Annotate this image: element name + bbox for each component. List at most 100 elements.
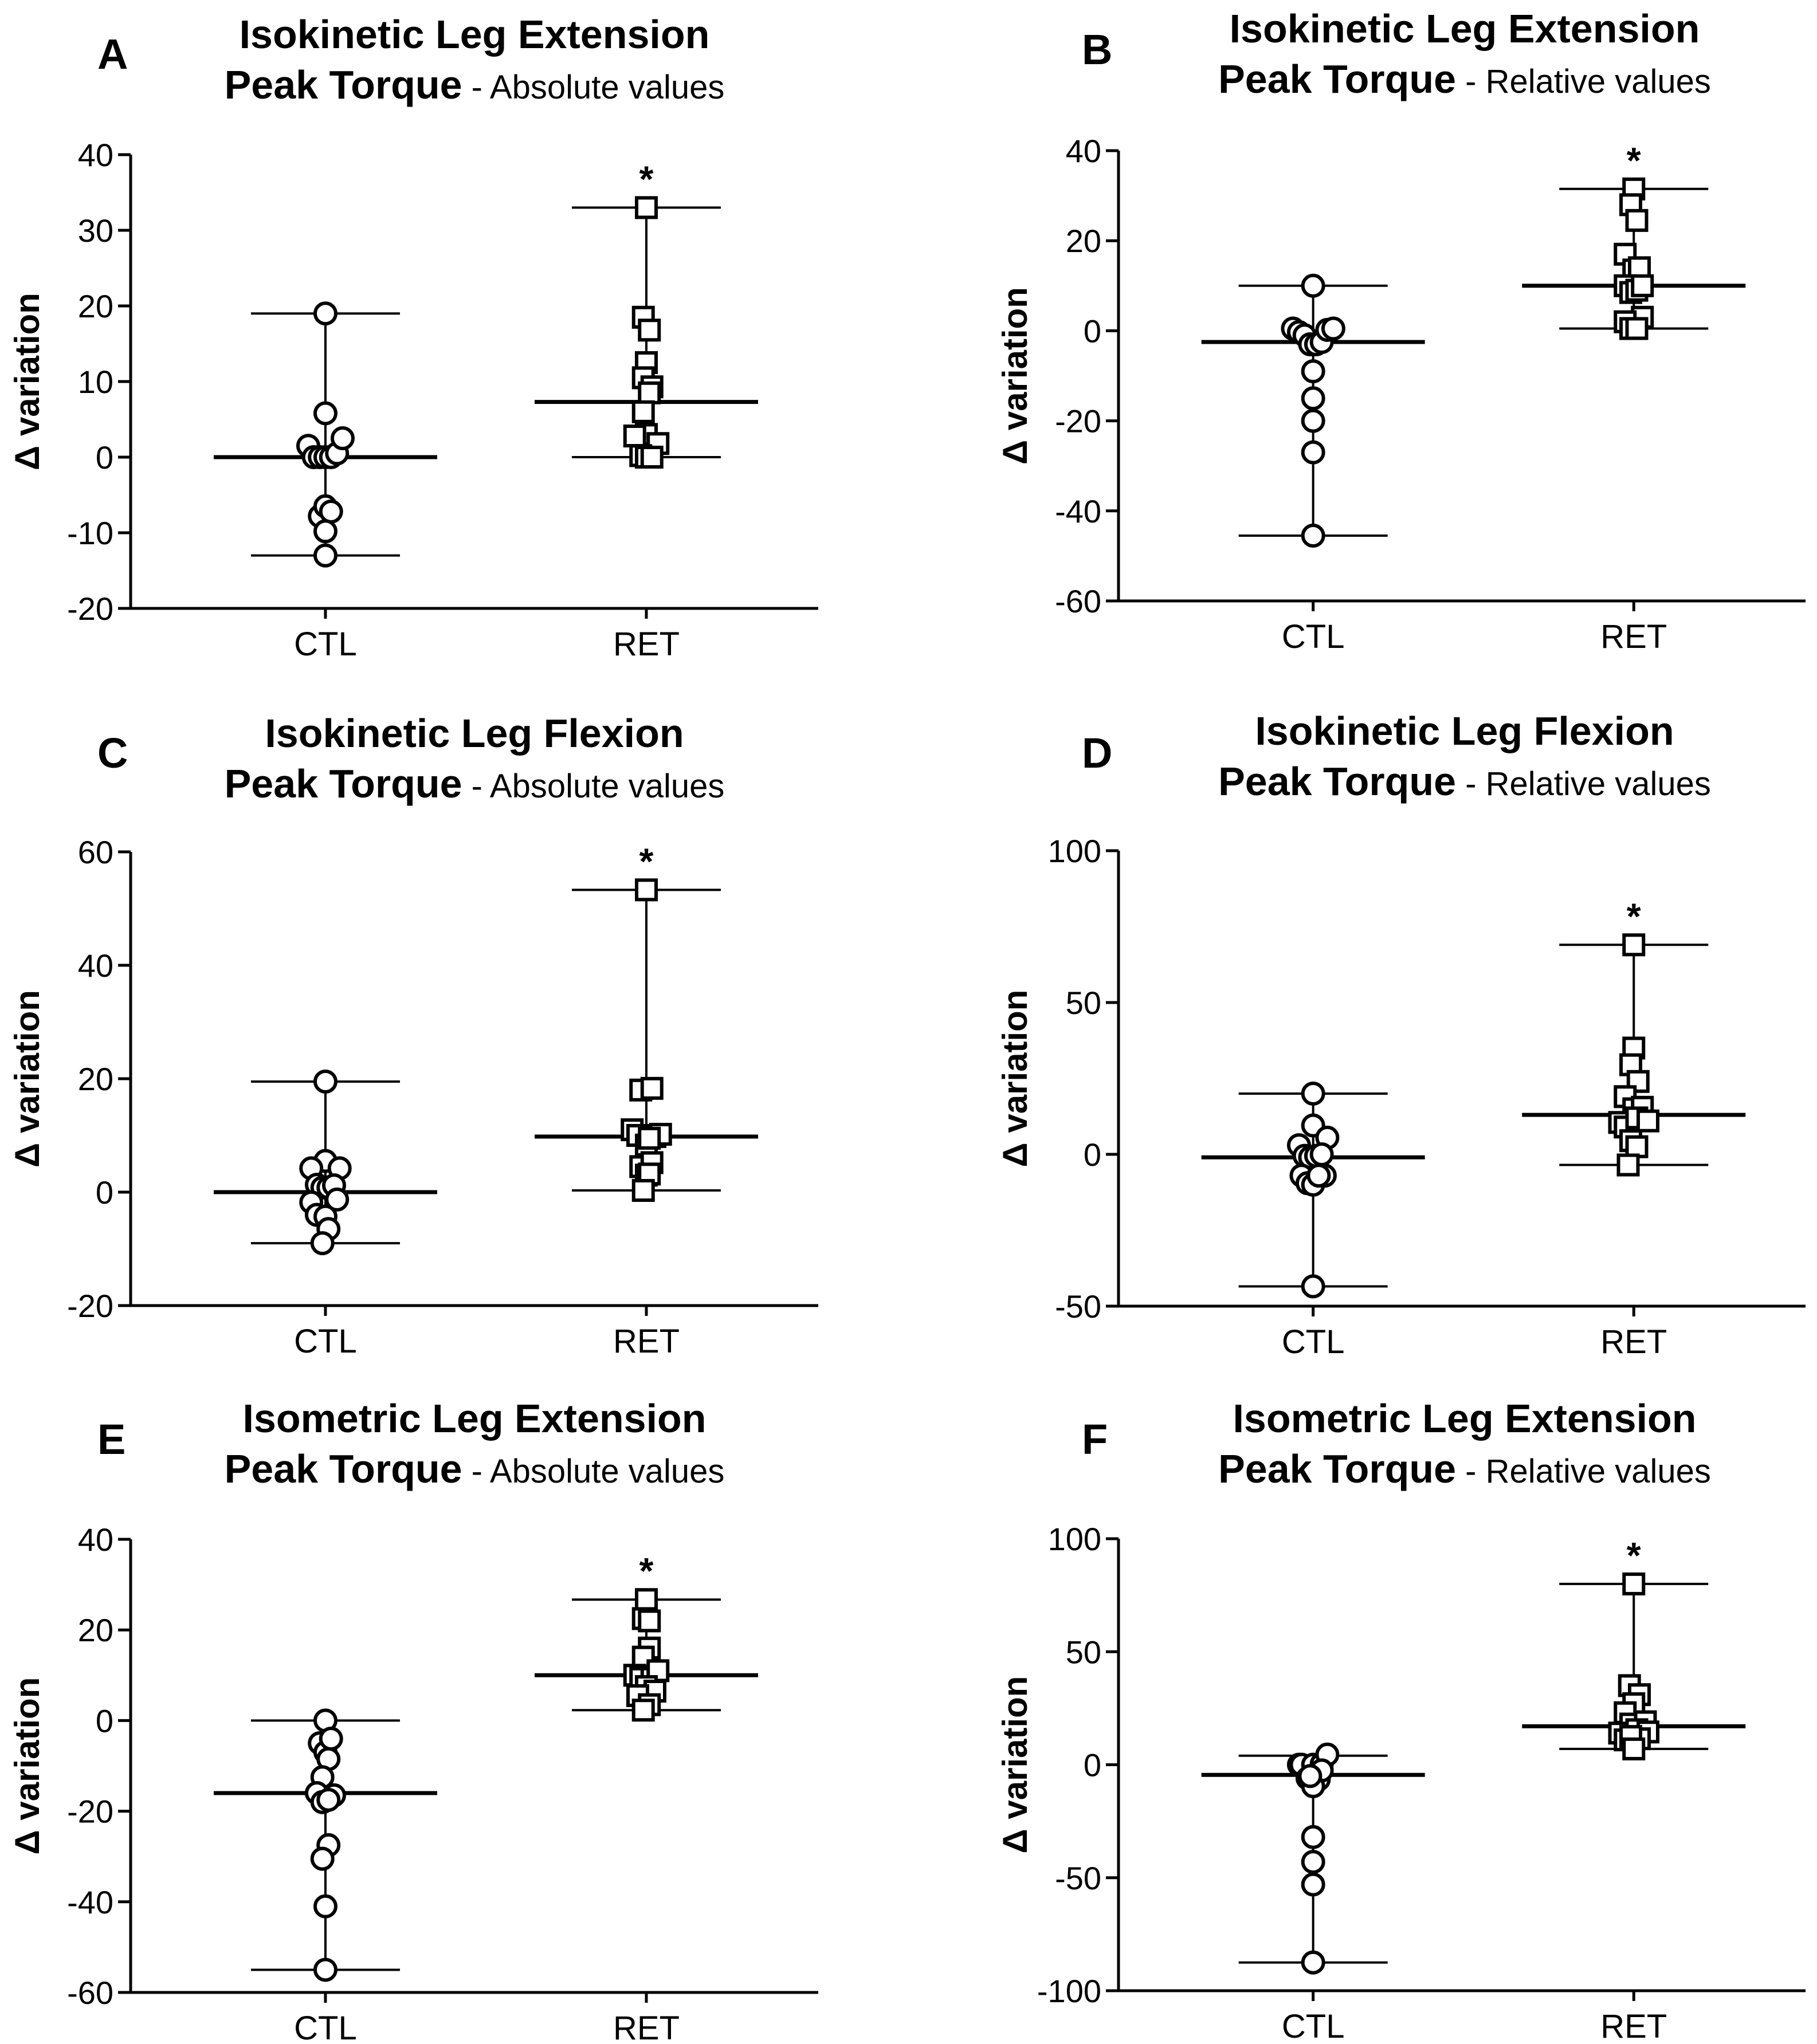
panel-a: A Isokinetic Leg Extension Peak Torque - A…: [8, 12, 818, 663]
y-tick-label: 20: [78, 1612, 113, 1648]
panel-letter: D: [1082, 729, 1112, 777]
series-ctl: [213, 1708, 437, 1982]
chart-title: Isometric Leg Extension: [1233, 1396, 1696, 1441]
data-point-circle: [1301, 1082, 1325, 1106]
panel-c: C Isokinetic Leg Flexion Peak Torque - Abs…: [8, 711, 818, 1360]
data-point-circle: [319, 1727, 343, 1751]
chart-subtitle: Peak Torque - Relative values: [1218, 1446, 1711, 1491]
panel-letter: F: [1082, 1416, 1108, 1463]
x-category-label: RET: [1600, 618, 1667, 655]
data-point-circle: [313, 301, 338, 326]
series-ret: [1522, 933, 1746, 1177]
panel-f: F Isometric Leg Extension Peak Torque - Re…: [996, 1396, 1806, 2044]
chart-subtitle: Peak Torque - Relative values: [1218, 57, 1711, 101]
series-ctl: [1201, 273, 1425, 548]
y-tick-label: -50: [1055, 1860, 1101, 1896]
data-point-circle: [1301, 1950, 1325, 1975]
x-category-label: CTL: [1282, 2008, 1345, 2044]
y-tick-label: -20: [67, 1288, 113, 1324]
data-point-circle: [1298, 1764, 1322, 1789]
y-tick-label: 50: [1066, 985, 1101, 1021]
chart-subtitle-suffix: - Relative values: [1456, 63, 1711, 100]
data-point-circle: [1301, 440, 1325, 465]
x-category-label: CTL: [294, 2010, 357, 2044]
y-axis-label: Δ variation: [996, 990, 1034, 1168]
data-point-circle: [1301, 1274, 1325, 1299]
y-tick-label: 20: [78, 288, 113, 324]
y-tick-label: 0: [96, 1174, 113, 1210]
data-point-circle: [313, 1069, 338, 1094]
data-point-square: [631, 400, 655, 423]
data-point-square: [631, 1179, 655, 1202]
data-point-circle: [313, 1957, 338, 1982]
significance-marker: *: [639, 158, 654, 199]
data-point-square: [638, 319, 661, 342]
panel-letter: E: [97, 1416, 125, 1463]
data-point-circle: [1301, 359, 1325, 384]
chart-subtitle: Peak Torque - Absolute values: [225, 62, 725, 107]
series-ret: [1522, 1572, 1746, 1760]
data-point-circle: [1301, 1850, 1325, 1874]
data-point-circle: [313, 401, 338, 426]
chart-subtitle-bold: Peak Torque: [1218, 1446, 1456, 1491]
y-tick-label: 0: [1084, 1747, 1101, 1783]
y-tick-label: -40: [67, 1884, 113, 1920]
panel-d: D Isokinetic Leg Flexion Peak Torque - Rel…: [996, 709, 1806, 1361]
significance-marker: *: [1627, 1535, 1641, 1576]
data-point-circle: [1321, 316, 1345, 341]
data-point-square: [623, 424, 646, 448]
x-category-label: RET: [613, 2010, 680, 2044]
panel-letter: C: [97, 729, 128, 777]
data-point-square: [1616, 1153, 1640, 1177]
series-ctl: [1201, 1082, 1425, 1299]
data-point-circle: [313, 543, 338, 568]
chart-title: Isokinetic Leg Flexion: [265, 711, 684, 756]
data-point-square: [1631, 274, 1654, 297]
x-category-label: RET: [1600, 2008, 1667, 2044]
y-axis-label: Δ variation: [8, 293, 46, 470]
data-point-square: [640, 1076, 664, 1100]
series-ctl: [1201, 1742, 1425, 1975]
y-tick-label: 10: [78, 364, 113, 400]
data-point-circle: [313, 1894, 338, 1919]
x-category-label: CTL: [1282, 618, 1345, 655]
data-point-circle: [330, 426, 355, 450]
y-tick-label: 40: [78, 137, 113, 173]
series-ctl: [213, 301, 437, 568]
data-point-square: [1625, 317, 1649, 340]
significance-marker: *: [1627, 895, 1641, 937]
panel-letter: B: [1082, 26, 1112, 73]
data-point-square: [640, 446, 664, 469]
significance-marker: *: [639, 840, 654, 882]
y-tick-label: 40: [78, 948, 113, 984]
y-tick-label: -20: [67, 1794, 113, 1830]
data-point-square: [1625, 209, 1649, 232]
y-tick-label: 20: [1066, 223, 1101, 259]
y-axis-label: Δ variation: [996, 1676, 1034, 1854]
y-tick-label: 30: [78, 213, 113, 249]
data-point-square: [1626, 1070, 1650, 1093]
y-tick-label: 0: [96, 1703, 113, 1739]
chart-subtitle: Peak Torque - Absolute values: [225, 1446, 725, 1491]
data-point-circle: [1301, 1825, 1325, 1849]
data-point-square: [1622, 1572, 1646, 1595]
y-tick-label: 100: [1048, 1521, 1101, 1557]
data-point-circle: [319, 500, 343, 524]
chart-subtitle-bold: Peak Torque: [1218, 57, 1456, 101]
data-point-square: [1627, 256, 1651, 280]
chart-subtitle-bold: Peak Torque: [225, 761, 462, 806]
chart-subtitle-suffix: - Relative values: [1456, 765, 1711, 803]
y-tick-label: -20: [67, 591, 113, 627]
data-point-circle: [313, 519, 338, 544]
data-point-circle: [1301, 408, 1325, 433]
data-point-square: [638, 1126, 661, 1150]
data-point-square: [1636, 1109, 1659, 1133]
series-ret: [535, 878, 758, 1202]
panel-b: B Isokinetic Leg Extension Peak Torque - R…: [996, 6, 1806, 655]
chart-subtitle-suffix: - Relative values: [1456, 1453, 1711, 1490]
data-point-square: [635, 1588, 658, 1611]
chart-title: Isokinetic Leg Extension: [240, 12, 710, 57]
chart-title: Isokinetic Leg Flexion: [1255, 709, 1674, 753]
series-ret: [535, 196, 758, 469]
